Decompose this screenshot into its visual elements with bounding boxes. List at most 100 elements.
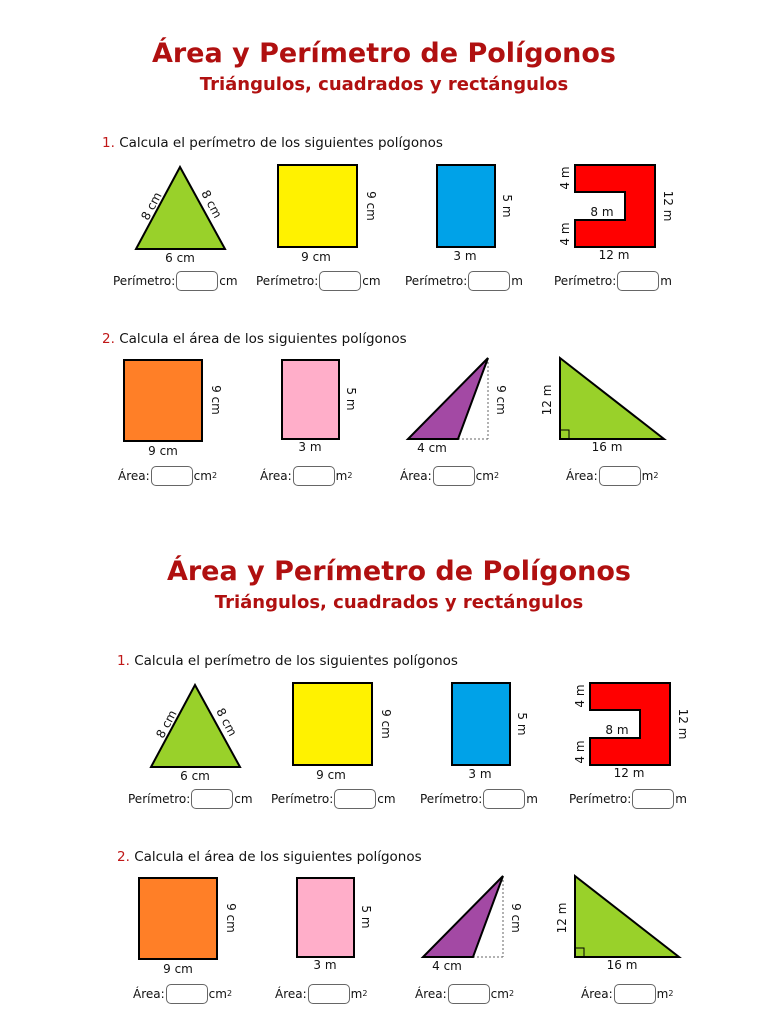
blue-rectangle-base-label: 3 m [453,249,476,263]
answer-input-box[interactable] [598,466,641,486]
answer-input-box[interactable] [191,789,234,809]
answer-input-box[interactable] [447,984,490,1004]
area-answer-1: Área: cm 2 [118,466,217,486]
question-2-instruction: 2. Calcula el área de los siguientes pol… [117,849,422,865]
worksheet-top: Área y Perímetro de Polígonos Triángulos… [0,0,768,512]
answer-input-box[interactable] [432,466,475,486]
unit-label: cm [475,469,494,483]
orange-square-side-label: 9 cm [224,903,238,933]
answer-input-box[interactable] [632,789,675,809]
question-2-instruction: 2. Calcula el área de los siguientes pol… [102,331,407,347]
blue-rectangle [451,682,511,766]
answer-input-box[interactable] [292,466,335,486]
yellow-square [292,682,373,766]
unit-label: m [641,469,654,483]
area-answer-1: Área: cm 2 [133,984,232,1004]
unit-label: m [526,792,538,806]
unit-label: cm [362,274,381,288]
answer-input-box[interactable] [483,789,526,809]
area-label: Área: [415,987,447,1001]
purple-triangle [405,357,489,440]
pink-rectangle [281,359,340,440]
unit-label: m [675,792,687,806]
page-subtitle: Triángulos, cuadrados y rectángulos [199,74,569,95]
u-shape-right-label: 12 m [676,709,690,740]
u-shape-top-left-label: 4 m [573,684,587,707]
perimeter-answer-4: Perímetro: m [569,789,687,809]
page-title: Área y Perímetro de Polígonos [151,38,617,69]
yellow-square [277,164,358,248]
perimeter-label: Perímetro: [420,792,483,806]
unit-exponent: 2 [668,989,674,998]
unit-exponent: 2 [347,471,353,480]
blue-rectangle-side-label: 5 m [500,194,514,217]
answer-input-box[interactable] [617,271,660,291]
unit-exponent: 2 [362,989,368,998]
yellow-square-side-label: 9 cm [364,191,378,221]
yellow-square-base-label: 9 cm [316,768,346,782]
answer-input-box[interactable] [613,984,656,1004]
unit-label: cm [193,469,212,483]
perimeter-label: Perímetro: [554,274,617,288]
right-angle-marker [574,947,585,958]
triangle-base-label: 6 cm [180,769,210,783]
question-1-shapes: 8 cm 8 cm 6 cm 9 cm 9 cm 5 m 3 m 4 m 4 m… [138,682,690,976]
question-1-instruction: 1. Calcula el perímetro de los siguiente… [117,653,458,669]
u-shape-bottom-left-label: 4 m [573,740,587,763]
yellow-square-base-label: 9 cm [301,250,331,264]
question-2-number: 2. [102,331,115,347]
perimeter-answer-3: Perímetro: m [405,271,523,291]
perimeter-label: Perímetro: [128,792,191,806]
perimeter-answer-2: Perímetro: cm [271,789,396,809]
unit-label: m [350,987,363,1001]
unit-label: m [660,274,672,288]
answer-input-box[interactable] [307,984,350,1004]
triangle-base-label: 6 cm [165,251,195,265]
area-answer-3: Área: cm 2 [415,984,514,1004]
question-1-text: Calcula el perímetro de los siguientes p… [134,653,458,669]
unit-label: m [335,469,348,483]
perimeter-label: Perímetro: [113,274,176,288]
blue-rectangle [436,164,496,248]
page-subtitle: Triángulos, cuadrados y rectángulos [214,592,584,613]
blue-rectangle-side-label: 5 m [515,712,529,735]
area-answer-3: Área: cm 2 [400,466,499,486]
answer-input-box[interactable] [319,271,362,291]
right-triangle-base-label: 16 m [592,440,623,454]
purple-triangle-base-label: 4 cm [417,441,447,455]
area-label: Área: [581,987,613,1001]
worksheet-bottom: Área y Perímetro de Polígonos Triángulos… [15,518,768,1030]
question-1-instruction: 1. Calcula el perímetro de los siguiente… [102,135,443,151]
area-label: Área: [275,987,307,1001]
area-label: Área: [400,469,432,483]
question-1-shapes: 8 cm 8 cm 6 cm 9 cm 9 cm 5 m 3 m 4 m 4 m… [123,164,675,458]
pink-rectangle [296,877,355,958]
unit-exponent: 2 [653,471,659,480]
purple-triangle-height-label: 9 cm [494,385,508,415]
pink-rectangle-base-label: 3 m [313,958,336,972]
answer-input-box[interactable] [176,271,219,291]
area-label: Área: [260,469,292,483]
u-shape-right-label: 12 m [661,191,675,222]
unit-exponent: 2 [493,471,500,480]
unit-label: cm [219,274,238,288]
answer-input-box[interactable] [468,271,511,291]
unit-label: cm [377,792,396,806]
pink-rectangle-side-label: 5 m [359,905,373,928]
answer-input-box[interactable] [150,466,193,486]
purple-triangle-base-label: 4 cm [432,959,462,973]
yellow-square-side-label: 9 cm [379,709,393,739]
u-shape-bottom-left-label: 4 m [558,222,572,245]
answer-input-box[interactable] [334,789,377,809]
unit-label: m [656,987,669,1001]
answer-input-box[interactable] [165,984,208,1004]
orange-square [123,359,203,442]
perimeter-label: Perímetro: [271,792,334,806]
area-label: Área: [133,987,165,1001]
unit-exponent: 2 [226,989,233,998]
perimeter-answer-3: Perímetro: m [420,789,538,809]
